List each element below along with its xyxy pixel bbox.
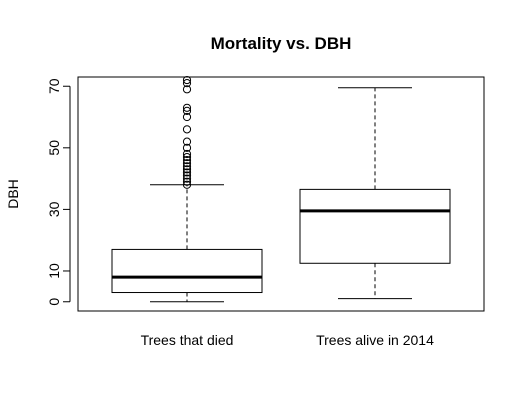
outlier-point (182, 168, 192, 177)
box-group (299, 87, 451, 300)
outlier-point (182, 156, 192, 165)
outlier-point (182, 75, 192, 85)
outlier-point (182, 125, 192, 134)
y-tick-label: 10 (46, 263, 62, 279)
y-tick-label: 50 (46, 140, 62, 156)
outlier-point (182, 171, 192, 180)
y-tick-label: 0 (46, 298, 62, 306)
y-tick-label: 30 (46, 201, 62, 217)
outlier-point (182, 106, 192, 115)
plot-frame (77, 76, 485, 312)
outlier-point (182, 152, 192, 162)
outlier-point (182, 85, 192, 94)
outlier-point (182, 103, 192, 112)
boxes (111, 75, 451, 303)
outlier-point (182, 137, 192, 146)
x-tick-label: Trees that died (141, 332, 234, 348)
iqr-box (111, 248, 263, 294)
iqr-box (299, 188, 451, 264)
outlier-point (182, 174, 192, 183)
outlier-point (182, 112, 192, 122)
outlier-point (182, 149, 192, 159)
outlier-point (182, 165, 192, 174)
outlier-point (182, 79, 192, 88)
x-tick-label: Trees alive in 2014 (316, 332, 434, 348)
outlier-point (182, 162, 192, 171)
x-tick-labels: Trees that died Trees alive in 2014 (141, 332, 435, 348)
y-axis-label: DBH (5, 179, 21, 209)
box-group (111, 75, 263, 303)
y-axis: 0 10 30 50 70 (46, 78, 71, 306)
outlier-point (182, 180, 192, 189)
y-tick-label: 70 (46, 78, 62, 94)
outlier-point (182, 177, 192, 186)
outlier-point (182, 143, 192, 152)
chart-title: Mortality vs. DBH (211, 34, 352, 53)
outlier-point (182, 159, 192, 168)
